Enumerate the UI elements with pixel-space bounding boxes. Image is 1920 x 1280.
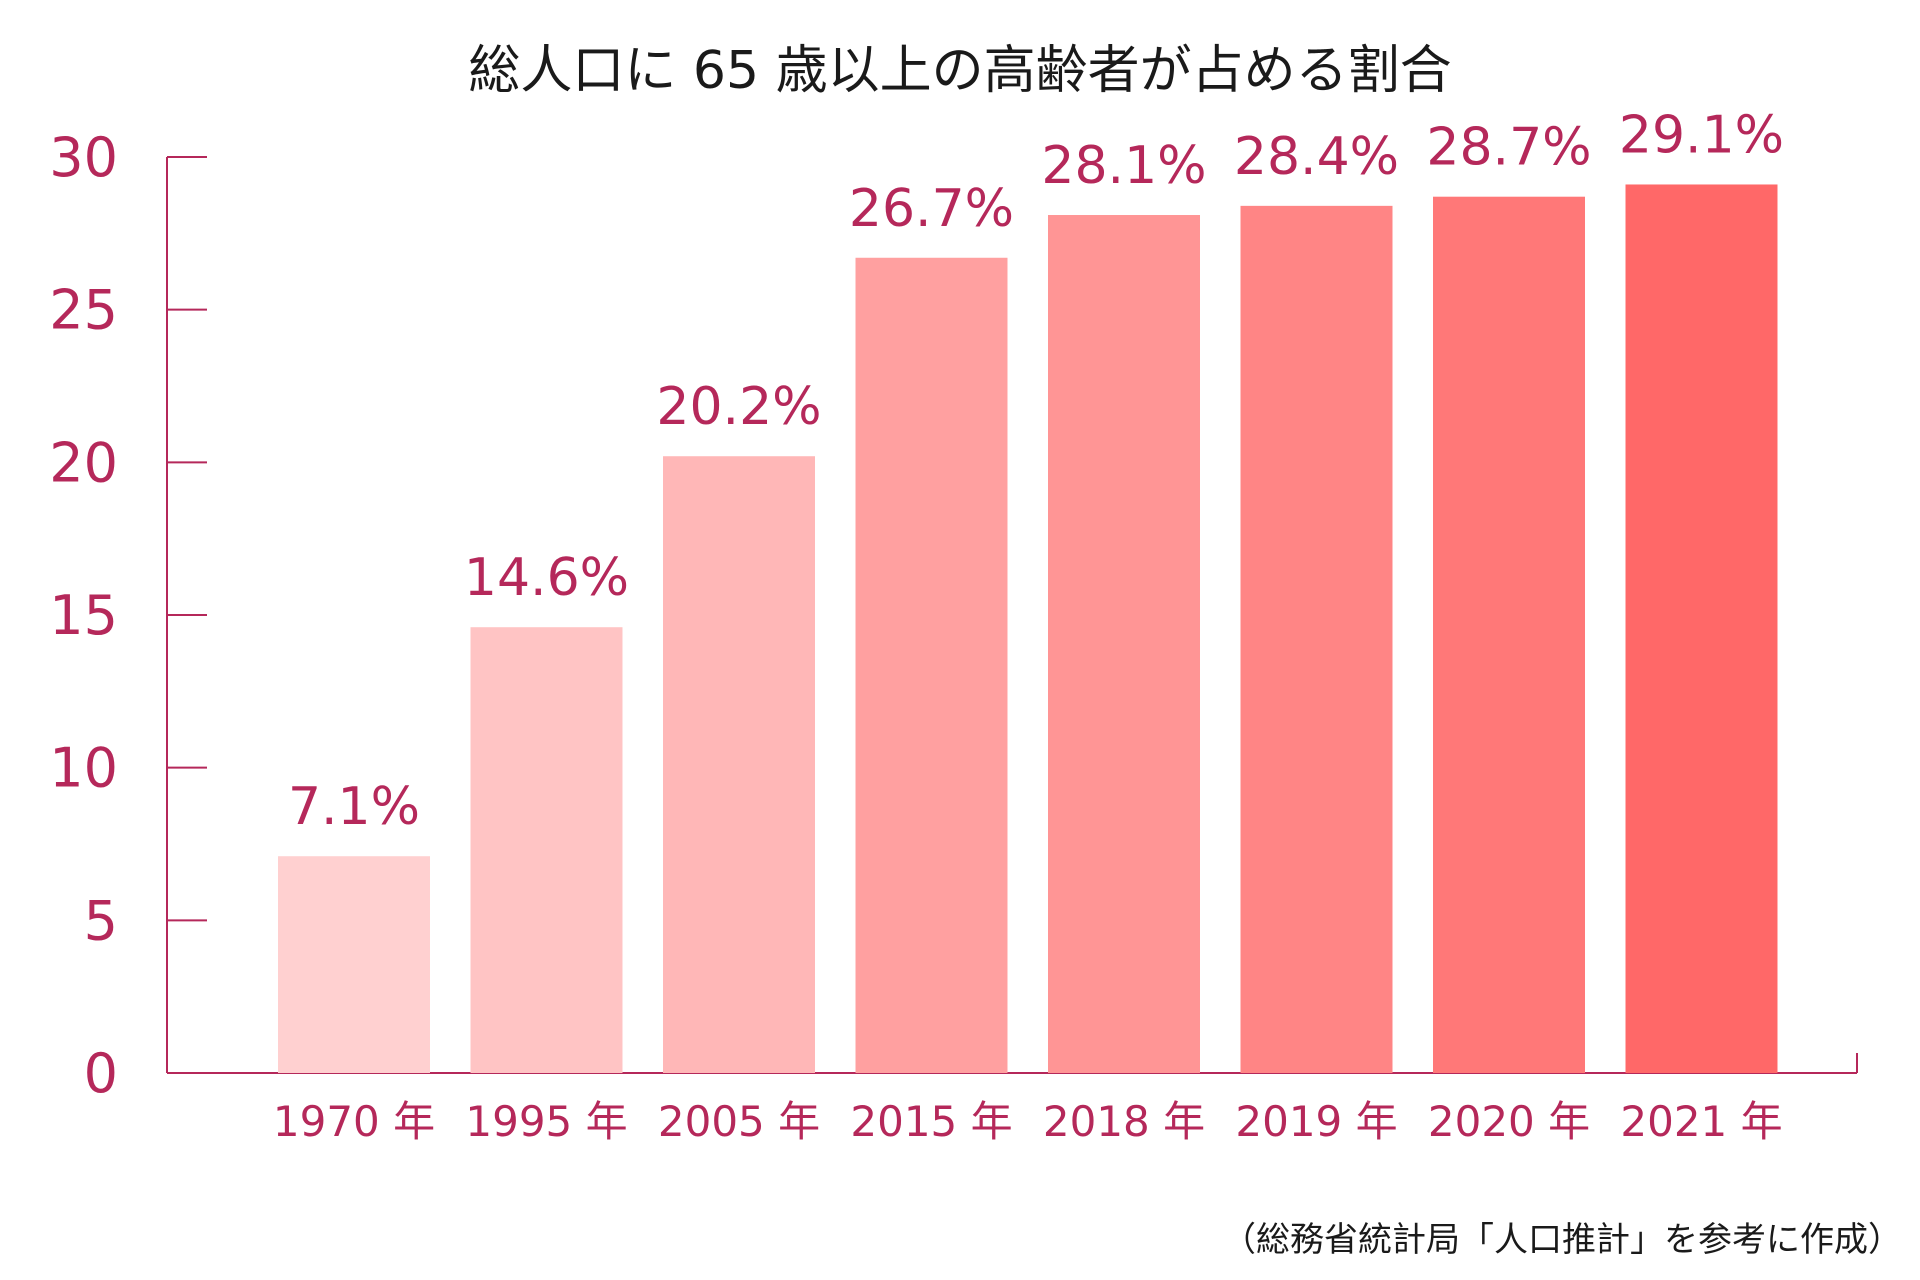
x-tick-label: 2019 年 [1235,1097,1397,1146]
bar [663,456,815,1073]
data-label: 28.4% [1234,127,1399,187]
y-tick-label: 0 [84,1042,118,1105]
bar [855,257,1008,1073]
data-label: 29.1% [1619,105,1784,165]
data-label: 20.2% [656,377,821,437]
y-tick-label: 25 [49,279,118,342]
bars [278,184,1778,1074]
bar [470,627,623,1073]
data-label: 28.1% [1041,136,1206,196]
y-tick-label: 10 [49,737,118,800]
data-label: 7.1% [288,777,420,837]
axes: 0 5 10 15 20 25 30 [49,126,1858,1105]
source-note: （総務省統計局「人口推計」を参考に作成） [1222,1220,1902,1260]
data-label: 14.6% [464,548,629,608]
data-label: 28.7% [1426,118,1591,178]
labels: 7.1% 1970 年 14.6% 1995 年 20.2% 2005 年 26.7% 201… [273,105,1784,1146]
x-tick-label: 2015 年 [850,1097,1012,1146]
bar [1240,205,1393,1073]
bar [1625,184,1778,1074]
x-tick-label: 2005 年 [658,1097,820,1146]
bar [278,856,430,1073]
data-label: 26.7% [849,179,1014,239]
x-tick-label: 2018 年 [1043,1097,1205,1146]
y-tick-label: 20 [49,431,118,494]
bar [1048,215,1200,1074]
bar [1433,196,1585,1073]
y-tick-label: 30 [49,126,118,189]
x-tick-label: 1995 年 [465,1097,627,1146]
x-tick-label: 2020 年 [1428,1097,1590,1146]
y-tick-label: 5 [84,889,118,952]
x-tick-label: 1970 年 [273,1097,435,1146]
chart-title: 総人口に 65 歳以上の高齢者が占める割合 [468,41,1452,101]
y-tick-label: 15 [49,584,118,647]
x-tick-label: 2021 年 [1620,1097,1782,1146]
